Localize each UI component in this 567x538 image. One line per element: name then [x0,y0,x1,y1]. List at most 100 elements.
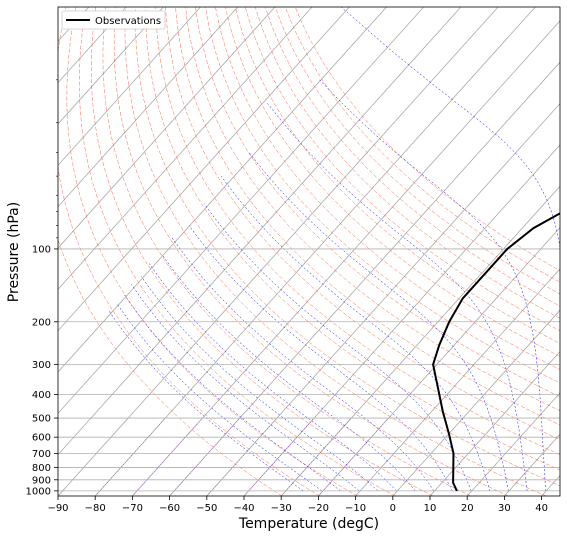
y-tick-label: 900 [32,475,51,486]
isotherm-line [429,350,560,496]
dry-adiabat-line [66,7,358,496]
series-layer [432,212,560,492]
y-tick-label: 600 [32,433,51,444]
dry-adiabat-line [205,7,560,384]
isotherm-line [243,144,560,496]
isotherm-line [58,7,462,456]
moist-adiabat-line [220,175,491,491]
mixing-ratio-line [318,418,389,496]
y-tick-label: 400 [32,390,51,401]
moist-adiabat-line [124,294,341,492]
isotherm-line [280,185,560,496]
x-axis: −90 −80 −70 −60 −50 −40 −30 −20 −10 0 10 20 30 40 [47,496,548,514]
dry-adiabat-line [58,238,283,496]
mixing-ratio-line [95,418,165,496]
legend: Observations [61,10,166,30]
y-tick-label: 100 [32,244,51,255]
moist-adiabat-line [267,103,528,491]
x-tick-label: 20 [461,503,474,514]
x-tick-label: 40 [535,503,548,514]
isotherm-line [58,7,499,496]
x-tick-label: −20 [308,503,329,514]
moist-adiabat-line [319,79,546,491]
mixing-ratio-line [132,418,203,496]
dry-adiabat-line [275,7,560,295]
plot-frame [57,6,561,497]
x-tick-label: 10 [424,503,437,514]
mixing-ratio-line [243,418,314,496]
moist-adiabat-line [171,237,435,492]
moist-adiabat-line [161,253,416,492]
moist-adiabat-line [117,304,322,492]
dry-adiabat-line [225,7,560,357]
series-line-observations [432,212,560,492]
y-tick-label: 1000 [26,486,51,497]
x-tick-label: −10 [345,503,366,514]
y-tick-label: 300 [32,360,51,371]
isotherm-line [58,7,276,249]
dry-adiabat-line [113,7,509,496]
y-tick-label: 700 [32,449,51,460]
legend-box [61,10,166,30]
isotherm-line [355,268,560,496]
dry-adiabat-line [175,7,560,426]
y-tick-label: 500 [32,414,51,425]
isotherm-line [58,7,313,290]
isotherm-line [392,309,560,496]
isotherm-line [58,7,201,166]
mixing-ratio-line [281,418,351,496]
dry-adiabat-line [284,7,560,283]
dry-adiabat-line [235,7,560,344]
x-tick-label: −50 [196,503,217,514]
moist-adiabat-line [188,225,453,492]
dry-adiabat-line [165,7,560,440]
dry-adiabat-line [135,7,560,487]
isotherm-line [466,392,560,496]
dry-adiabat-line [91,7,434,496]
isotherm-line [58,7,387,373]
dry-adiabat-line [265,7,560,307]
x-tick-label: 30 [498,503,511,514]
dry-adiabat-line [195,7,560,397]
isotherm-line [58,7,238,208]
x-tick-label: −60 [159,503,180,514]
isotherm-line [58,7,424,414]
dry-adiabat-line [79,7,396,496]
moist-adiabat-line [131,284,360,492]
dry-adiabat-line [255,7,560,319]
mixing-ratio-line [206,418,277,496]
isotherm-line [132,20,560,496]
dry-adiabat-line [215,7,560,370]
legend-label-observations: Observations [95,16,161,27]
moist-adiabat-line [141,276,378,492]
y-tick-label: 200 [32,317,51,328]
moist-adiabat-line [108,310,304,492]
isotherm-line [58,7,350,332]
x-tick-label: −30 [271,503,292,514]
dry-adiabat-line [58,7,320,496]
isotherm-line [58,7,164,125]
dry-adiabat-line [124,7,547,496]
isotherm-line [206,102,560,496]
isotherm-line [169,61,560,496]
dry-adiabat-line [245,7,560,332]
x-tick-label: −40 [233,503,254,514]
isotherm-line [318,226,560,496]
y-axis-label: Pressure (hPa) [6,202,22,302]
x-tick-label: 0 [390,503,396,514]
isotherm-line [541,474,560,496]
x-tick-label: −90 [47,503,68,514]
dry-adiabat-line [145,7,560,471]
dry-adiabat-line [294,7,560,271]
dry-adiabat-line [155,7,560,455]
dry-adiabat-line [185,7,560,411]
y-tick-label: 800 [32,463,51,474]
x-axis-label: Temperature (degC) [238,516,379,532]
x-tick-label: −70 [122,503,143,514]
mixing-ratio-line [169,418,240,496]
dry-adiabat-line [102,7,471,496]
isotherm-line [94,7,536,496]
isotherm-line [504,433,560,496]
